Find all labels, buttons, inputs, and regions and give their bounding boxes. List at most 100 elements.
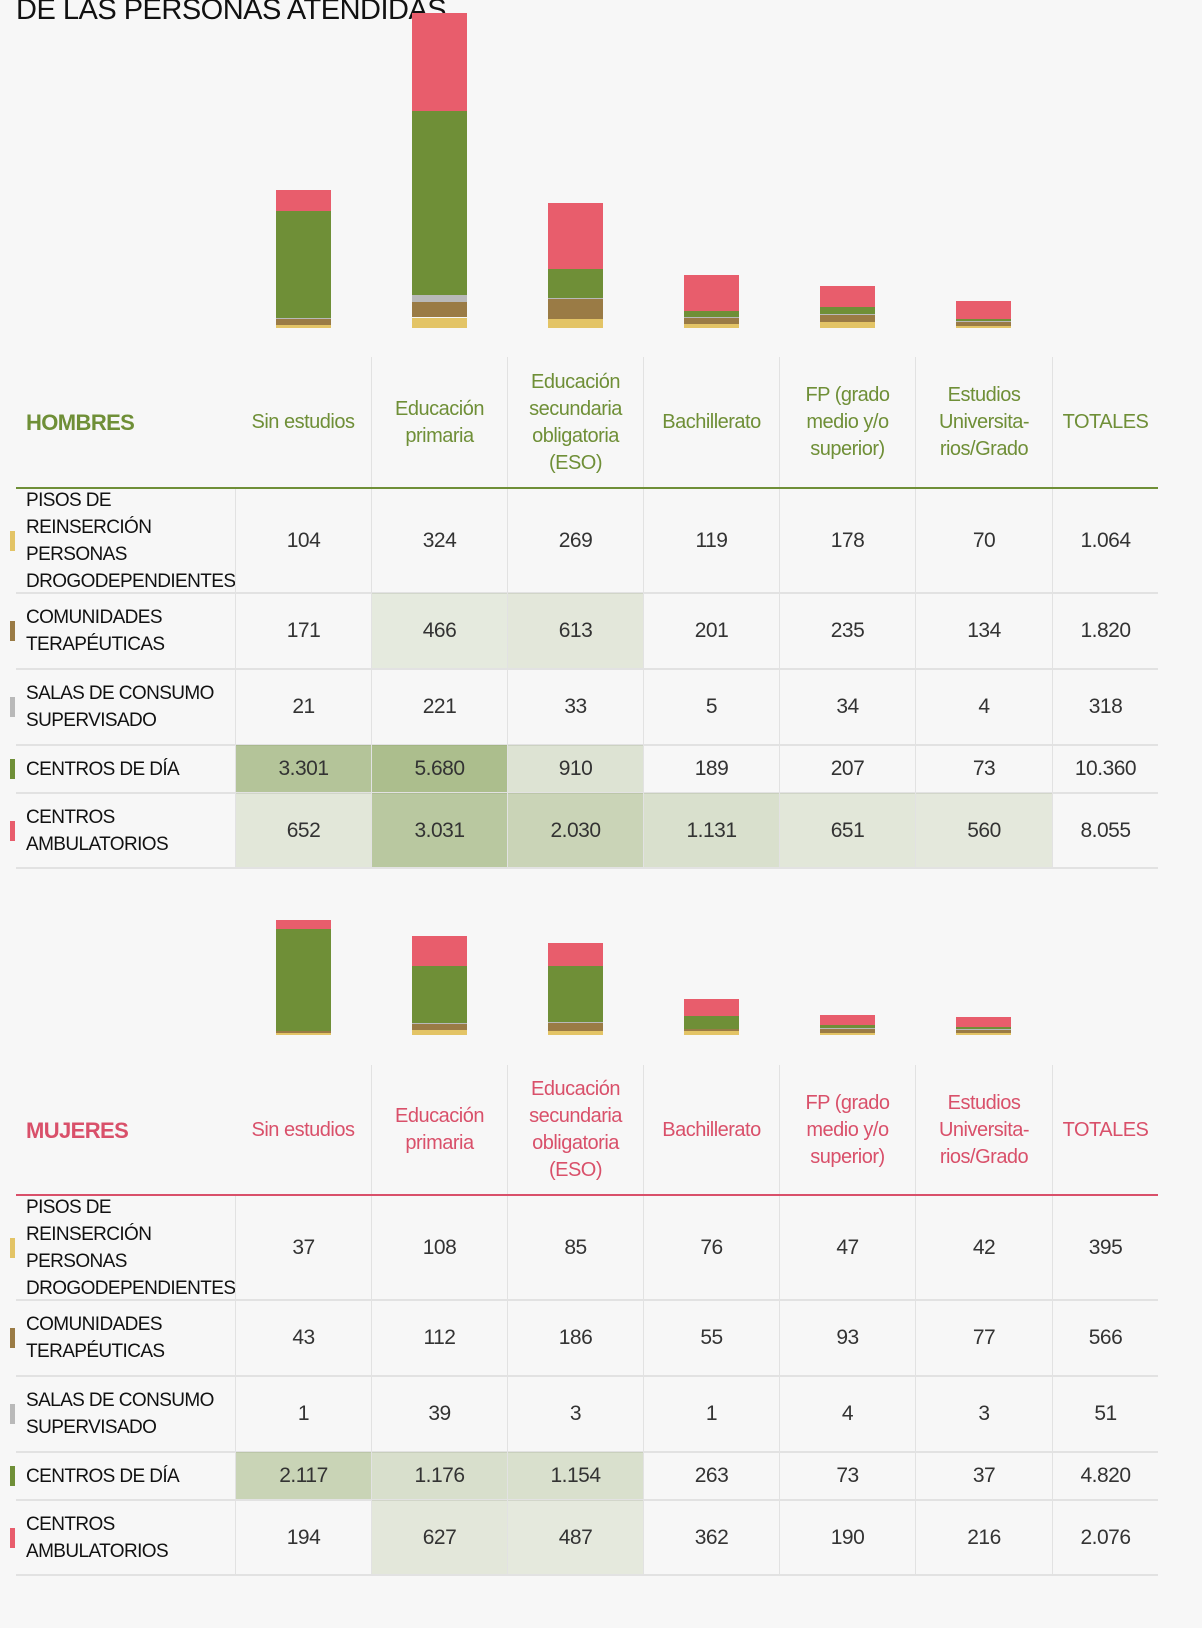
table-cell: 221 xyxy=(371,669,507,745)
table-heading: MUJERES xyxy=(26,1117,129,1143)
bar-segment xyxy=(275,319,331,325)
table-cell: 1.176 xyxy=(371,1452,507,1500)
table-cell: 3.031 xyxy=(371,793,507,868)
bar-segment xyxy=(275,318,331,320)
row-marker xyxy=(10,1527,15,1548)
table-cell: 5 xyxy=(643,669,779,745)
table-cell: 216 xyxy=(915,1500,1052,1575)
row-marker xyxy=(10,1328,15,1348)
row-rule xyxy=(16,1574,1158,1576)
table-cell: 269 xyxy=(507,489,643,593)
table-cell: 108 xyxy=(371,1196,507,1300)
table-cell: 4 xyxy=(779,1376,915,1452)
row-label: CENTROS AMBULATORIOS xyxy=(26,806,169,855)
column-header: TOTALES xyxy=(1052,357,1158,488)
bar-segment xyxy=(275,190,331,212)
bar-segment xyxy=(956,1029,1011,1033)
bar-segment xyxy=(547,1030,603,1035)
table-cell: 487 xyxy=(507,1500,643,1575)
bar-segment xyxy=(547,299,603,320)
table-cell: 1 xyxy=(643,1376,779,1452)
row-marker xyxy=(10,621,15,641)
table-cell: 4.820 xyxy=(1052,1452,1158,1500)
bar-segment xyxy=(411,1022,467,1025)
bar-segment xyxy=(819,1028,875,1033)
row-marker xyxy=(10,820,15,841)
table-cell: 47 xyxy=(779,1196,915,1300)
row-rule xyxy=(16,744,1158,746)
header-rule xyxy=(16,487,1158,489)
table-cell: 263 xyxy=(643,1452,779,1500)
table-cell: 3 xyxy=(507,1376,643,1452)
bar-segment xyxy=(956,300,1011,319)
table-cell: 1.820 xyxy=(1052,593,1158,669)
table-cell: 104 xyxy=(235,489,371,593)
table-cell: 37 xyxy=(235,1196,371,1300)
table-cell: 37 xyxy=(915,1452,1052,1500)
row-label: CENTROS DE DÍA xyxy=(26,1465,180,1487)
row-label: PISOS DE REINSERCIÓN PERSONAS DROGODEPEN… xyxy=(26,490,236,592)
bar-segment xyxy=(547,203,603,269)
bar-segment xyxy=(275,324,331,328)
bar-segment xyxy=(411,1024,467,1030)
table-cell: 5.680 xyxy=(371,745,507,793)
bar-segment xyxy=(956,318,1011,322)
bar-segment xyxy=(411,111,467,296)
table-cell: 1 xyxy=(235,1376,371,1452)
table-cell: 235 xyxy=(779,593,915,669)
row-label: COMUNIDADES TERAPÉUTICAS xyxy=(26,607,165,655)
table-cell: 652 xyxy=(235,793,371,868)
table-cell: 112 xyxy=(371,1300,507,1376)
table-cell: 201 xyxy=(643,593,779,669)
table-cell: 395 xyxy=(1052,1196,1158,1300)
table-cell: 55 xyxy=(643,1300,779,1376)
bar-segment xyxy=(956,1027,1011,1030)
row-marker xyxy=(10,1466,15,1486)
table-cell: 362 xyxy=(643,1500,779,1575)
table-cell: 4 xyxy=(915,669,1052,745)
bar-segment xyxy=(547,942,603,967)
row-marker xyxy=(10,1238,15,1258)
bar-segment xyxy=(819,322,875,328)
bar-segment xyxy=(819,306,875,314)
row-label: PISOS DE REINSERCIÓN PERSONAS DROGODEPEN… xyxy=(26,1197,236,1299)
table-cell: 76 xyxy=(643,1196,779,1300)
column-header: FP (grado medio y/o superior) xyxy=(779,357,915,488)
bar-segment xyxy=(683,324,739,328)
table-cell: 8.055 xyxy=(1052,793,1158,868)
table-cell: 43 xyxy=(235,1300,371,1376)
bar-segment xyxy=(547,268,603,299)
table-cell: 34 xyxy=(779,669,915,745)
row-rule xyxy=(16,1299,1158,1301)
bar-segment xyxy=(547,1021,603,1031)
table-heading: HOMBRES xyxy=(26,410,135,435)
table-cell: 3.301 xyxy=(235,745,371,793)
bar-segment xyxy=(683,998,739,1016)
table-cell: 1.131 xyxy=(643,793,779,868)
table-cell: 2.030 xyxy=(507,793,643,868)
header-rule xyxy=(16,1194,1158,1196)
bar-segment xyxy=(275,1033,331,1035)
bar-segment xyxy=(411,13,467,112)
table-cell: 119 xyxy=(643,489,779,593)
table-cell: 194 xyxy=(235,1500,371,1575)
bar-segment xyxy=(547,298,603,300)
bar-segment xyxy=(547,966,603,1022)
column-header: Sin estudios xyxy=(251,1118,355,1141)
row-marker xyxy=(10,759,15,779)
table-cell: 190 xyxy=(779,1500,915,1575)
bar-segment xyxy=(411,1029,467,1035)
table-cell: 324 xyxy=(371,489,507,593)
table-cell: 560 xyxy=(915,793,1052,868)
table-cell: 171 xyxy=(235,593,371,669)
row-rule xyxy=(16,792,1158,794)
column-header: Estudios Universita-rios/Grado xyxy=(915,357,1052,488)
column-header: Bachillerato xyxy=(643,357,779,488)
table-cell: 3 xyxy=(915,1376,1052,1452)
bar-segment xyxy=(683,274,739,312)
column-header: Educación primaria xyxy=(371,357,507,488)
table-cell: 70 xyxy=(915,489,1052,593)
bar-segment xyxy=(956,325,1011,328)
row-label: CENTROS AMBULATORIOS xyxy=(26,1513,169,1562)
